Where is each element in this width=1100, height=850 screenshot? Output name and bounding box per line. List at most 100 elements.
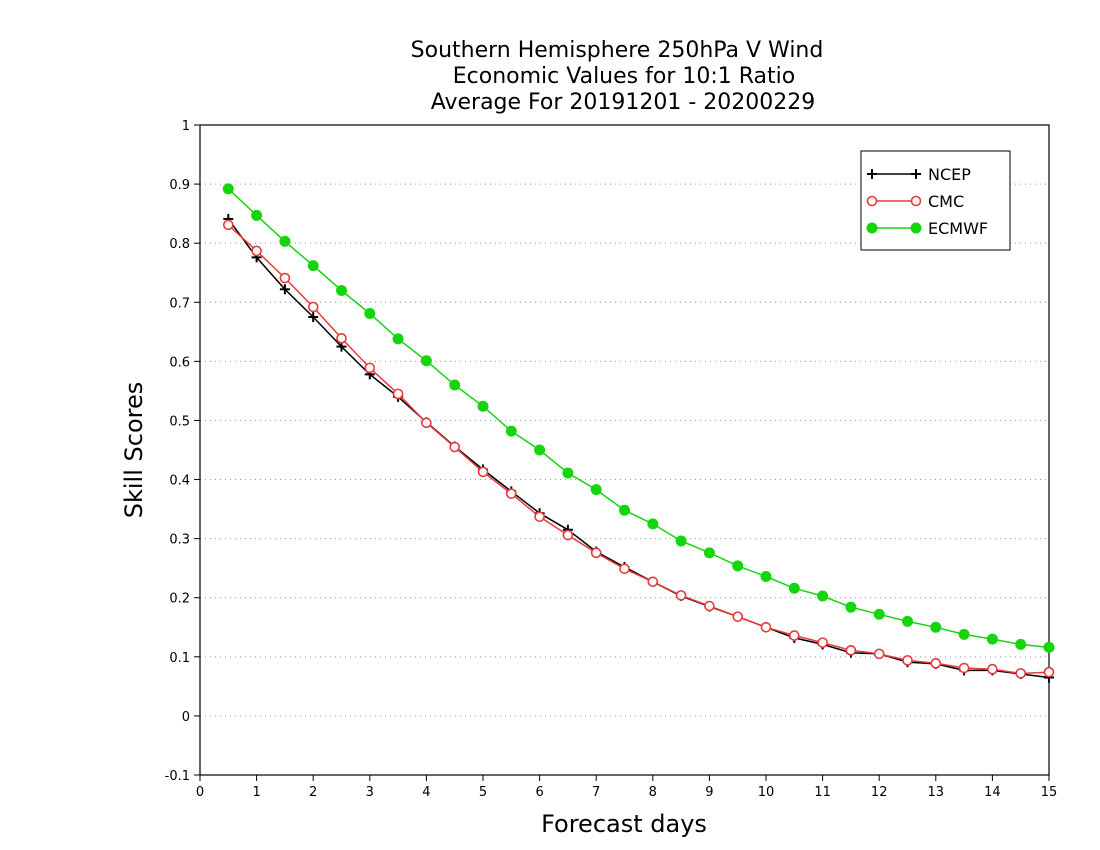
data-point-ecmwf [675,535,687,547]
chart-title-line-1: Southern Hemisphere 250hPa V Wind [411,38,824,63]
data-point-ecmwf [930,621,942,633]
chart-title-line-3: Average For 20191201 - 20200229 [431,90,816,115]
plot-frame [199,124,1050,776]
x-tick-label: 8 [649,785,657,800]
data-point-cmc [562,529,574,541]
legend-marker-ncep [867,169,877,179]
legend-item-cmc: CMC [866,192,964,211]
data-point-ecmwf [873,608,885,620]
y-tick-label: 0 [182,710,190,725]
data-point-ecmwf [590,484,602,496]
data-point-cmc [845,645,857,656]
data-point-ecmwf [1015,638,1027,650]
data-point-ecmwf [251,209,263,221]
x-tick-label: 3 [366,785,374,800]
x-tick-label: 0 [196,785,204,800]
legend-label-ncep: NCEP [928,165,971,184]
x-tick-label: 4 [422,785,430,800]
y-axis-label: Skill Scores [120,382,148,519]
legend-marker-cmc [910,195,922,207]
data-point-ecmwf [562,467,574,479]
x-tick-label: 15 [1041,785,1058,800]
data-point-cmc [364,362,376,374]
data-point-cmc [392,388,404,400]
data-point-cmc [534,511,545,523]
data-point-cmc [647,576,659,588]
series-layer [222,183,1055,683]
series-ncep [223,213,1054,683]
data-point-ecmwf [420,355,432,367]
data-point-ecmwf [817,590,829,602]
y-tick-label: 0.8 [169,237,190,252]
grid-lines [200,183,1049,717]
chart-title-line-2: Economic Values for 10:1 Ratio [453,64,795,89]
data-point-ecmwf [1043,641,1055,653]
data-point-cmc [930,658,942,669]
data-point-cmc [817,637,828,648]
data-point-ecmwf [449,379,461,391]
x-tick-label: 12 [871,785,888,800]
data-point-cmc [788,630,800,641]
x-tick-label: 2 [309,785,317,800]
legend-marker-ecmwf [910,222,922,234]
data-point-cmc [590,547,602,559]
x-tick-label: 10 [758,785,775,800]
data-point-cmc [732,611,744,622]
data-point-ecmwf [958,628,970,640]
data-point-ecmwf [647,518,659,530]
legend-marker-ncep [911,169,921,179]
x-tick-label: 7 [592,785,600,800]
y-tick-label: 0.1 [169,651,190,666]
data-point-ecmwf [279,235,291,247]
series-line-ecmwf [227,188,1050,649]
x-axis-label: Forecast days [541,810,707,838]
data-point-cmc [336,333,347,344]
data-point-ecmwf [902,615,913,627]
x-tick-label: 9 [705,785,713,800]
data-point-cmc [902,655,913,666]
data-point-ecmwf [703,547,715,559]
legend-item-ncep: NCEP [867,165,971,184]
data-point-ecmwf [477,400,489,412]
data-point-cmc [987,663,998,675]
series-line-cmc [227,224,1050,675]
data-point-ecmwf [364,308,376,319]
y-tick-label: 0.7 [169,296,190,311]
legend-marker-ecmwf [866,222,878,234]
data-point-ecmwf [222,183,234,195]
legend-label-cmc: CMC [928,192,964,211]
data-point-ncep [279,284,290,295]
data-point-cmc [223,219,234,231]
data-point-ecmwf [392,333,404,345]
series-ecmwf [222,183,1055,653]
data-point-ecmwf [307,260,319,272]
y-tick-label: 1 [182,119,190,134]
data-point-cmc [873,648,885,660]
data-point-ecmwf [732,560,744,572]
data-point-cmc [1015,668,1027,679]
data-point-ecmwf [760,570,772,582]
y-tick-label: 0.5 [169,414,190,429]
data-point-cmc [279,272,291,284]
legend-label-ecmwf: ECMWF [928,219,988,238]
y-tick-label: 0.6 [169,355,190,370]
legend: NCEP CMC ECMWF [860,150,1011,251]
y-tick-label: 0.9 [169,178,190,193]
data-point-cmc [477,466,489,478]
axis-ticks: -0.100.10.20.30.40.50.60.70.80.910 1 2 3 4 5 6… [165,119,1058,800]
series-cmc [223,219,1055,679]
y-tick-label: 0.3 [169,533,190,548]
x-tick-label: 6 [535,785,543,800]
data-point-cmc [1043,666,1055,678]
y-tick-label: -0.1 [165,769,190,784]
series-line-ncep [227,218,1050,679]
data-point-cmc [675,590,687,601]
data-point-cmc [958,662,970,674]
data-point-cmc [307,301,319,313]
data-point-ecmwf [845,601,857,613]
data-point-ecmwf [986,633,998,645]
legend-item-ecmwf: ECMWF [866,219,988,238]
x-tick-label: 13 [928,785,945,800]
data-point-cmc [704,600,715,612]
